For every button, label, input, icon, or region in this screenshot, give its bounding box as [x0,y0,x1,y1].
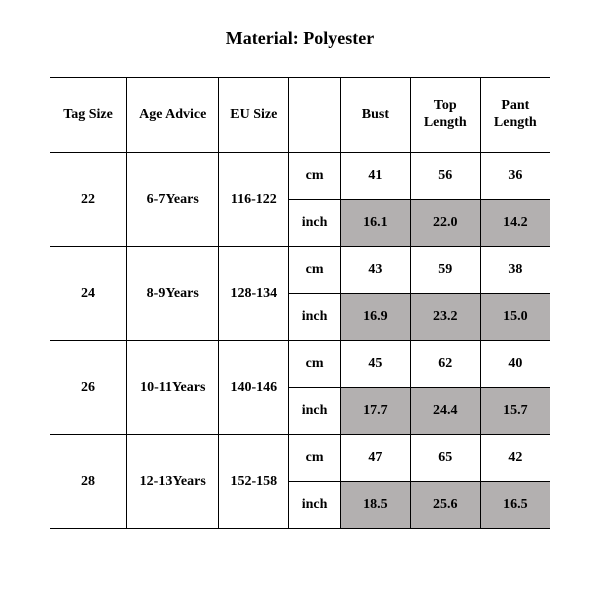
cell-unit-inch: inch [289,388,341,435]
cell-top-cm: 59 [410,247,480,294]
page: Material: Polyester Tag Size Age Advice … [0,0,600,600]
col-unit [289,78,341,153]
cell-top-inch: 22.0 [410,200,480,247]
cell-pant-inch: 16.5 [480,482,550,529]
col-eu-size: EU Size [219,78,289,153]
cell-eu: 116-122 [219,153,289,247]
cell-age: 12-13Years [127,435,219,529]
cell-pant-inch: 15.0 [480,294,550,341]
cell-bust-cm: 45 [341,341,411,388]
table-header-row: Tag Size Age Advice EU Size Bust Top Len… [50,78,550,153]
cell-pant-cm: 40 [480,341,550,388]
cell-unit-cm: cm [289,153,341,200]
col-pant-length: Pant Length [480,78,550,153]
cell-tag: 28 [50,435,127,529]
cell-pant-cm: 42 [480,435,550,482]
cell-bust-inch: 16.9 [341,294,411,341]
cell-tag: 24 [50,247,127,341]
cell-eu: 128-134 [219,247,289,341]
cell-unit-inch: inch [289,294,341,341]
cell-pant-inch: 15.7 [480,388,550,435]
cell-unit-cm: cm [289,341,341,388]
table-row: 24 8-9Years 128-134 cm 43 59 38 [50,247,550,294]
table-row: 26 10-11Years 140-146 cm 45 62 40 [50,341,550,388]
col-bust: Bust [341,78,411,153]
col-age-advice: Age Advice [127,78,219,153]
col-tag-size: Tag Size [50,78,127,153]
material-title: Material: Polyester [28,28,572,49]
cell-bust-inch: 16.1 [341,200,411,247]
cell-age: 8-9Years [127,247,219,341]
cell-tag: 26 [50,341,127,435]
cell-unit-inch: inch [289,200,341,247]
cell-tag: 22 [50,153,127,247]
table-row: 22 6-7Years 116-122 cm 41 56 36 [50,153,550,200]
cell-age: 10-11Years [127,341,219,435]
cell-pant-cm: 38 [480,247,550,294]
cell-bust-inch: 17.7 [341,388,411,435]
cell-top-inch: 24.4 [410,388,480,435]
cell-eu: 140-146 [219,341,289,435]
col-top-length: Top Length [410,78,480,153]
cell-bust-cm: 41 [341,153,411,200]
cell-bust-cm: 47 [341,435,411,482]
cell-unit-cm: cm [289,247,341,294]
cell-top-cm: 65 [410,435,480,482]
cell-eu: 152-158 [219,435,289,529]
cell-unit-cm: cm [289,435,341,482]
cell-pant-inch: 14.2 [480,200,550,247]
cell-bust-cm: 43 [341,247,411,294]
size-table: Tag Size Age Advice EU Size Bust Top Len… [50,77,550,529]
cell-age: 6-7Years [127,153,219,247]
cell-top-inch: 23.2 [410,294,480,341]
cell-pant-cm: 36 [480,153,550,200]
cell-top-cm: 62 [410,341,480,388]
cell-unit-inch: inch [289,482,341,529]
cell-bust-inch: 18.5 [341,482,411,529]
cell-top-cm: 56 [410,153,480,200]
table-row: 28 12-13Years 152-158 cm 47 65 42 [50,435,550,482]
cell-top-inch: 25.6 [410,482,480,529]
